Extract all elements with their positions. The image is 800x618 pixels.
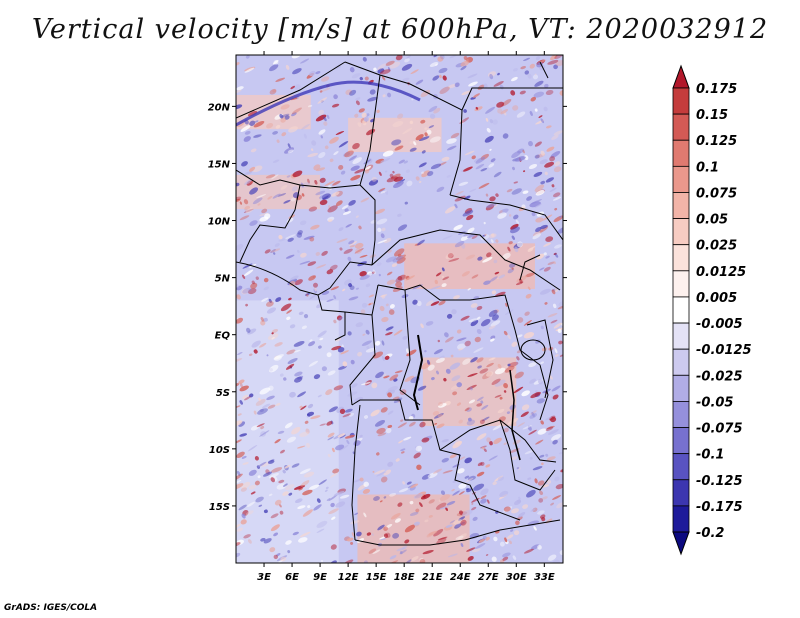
- colorbar-max-arrow: [672, 64, 690, 89]
- vertical-velocity-field: [236, 55, 563, 563]
- colorbar-segment: [672, 374, 690, 402]
- colorbar-label: 0.125: [696, 134, 737, 149]
- colorbar-segment: [672, 192, 690, 219]
- colorbar-label: -0.175: [696, 500, 743, 515]
- lat-tick-label: 5N: [215, 274, 231, 285]
- colorbar-min-arrow: [672, 531, 690, 556]
- colorbar-label: 0.025: [696, 239, 737, 254]
- chart-title: Vertical velocity [m/s] at 600hPa, VT: 2…: [31, 14, 769, 45]
- colorbar-segment: [672, 270, 690, 298]
- colorbar-segment: [672, 244, 690, 272]
- colorbar-label: 0.05: [696, 213, 728, 228]
- colorbar-label: -0.2: [696, 526, 724, 541]
- lon-tick-label: 21E: [422, 572, 443, 583]
- colorbar-label: -0.075: [696, 422, 743, 437]
- colorbar-label: 0.005: [696, 291, 737, 306]
- colorbar-segment: [672, 505, 690, 533]
- lat-tick-label: 10S: [209, 445, 230, 456]
- colorbar-label: -0.1: [696, 448, 724, 463]
- colorbar-segment: [672, 401, 690, 428]
- map-axes: 20N 15N 10N 5N EQ 5S 10S 15S 3E 6E 9E 12E 15E 18E 21E 2…: [208, 51, 567, 583]
- lon-tick-label: 3E: [257, 572, 271, 583]
- lon-tick-label: 33E: [534, 572, 555, 583]
- colorbar-label: -0.0125: [696, 343, 752, 358]
- lon-tick-label: 9E: [313, 572, 327, 583]
- lat-tick-label: EQ: [215, 331, 231, 342]
- lat-tick-label: 15N: [208, 159, 231, 170]
- colorbar-label: -0.125: [696, 474, 743, 489]
- lat-tick-label: 15S: [209, 502, 230, 513]
- colorbar-label: 0.0125: [696, 265, 746, 280]
- lon-tick-label: 6E: [285, 572, 299, 583]
- colorbar-segment: [672, 139, 690, 167]
- colorbar-label: -0.05: [696, 395, 733, 410]
- country-borders: [236, 61, 563, 546]
- colorbar-segment: [672, 427, 690, 455]
- colorbar-segment: [672, 113, 690, 141]
- colorbar-segment: [672, 218, 690, 246]
- colorbar-segment: [672, 479, 690, 507]
- lon-tick-label: 12E: [338, 572, 359, 583]
- lat-tick-label: 10N: [208, 217, 231, 228]
- lon-tick-label: 15E: [366, 572, 387, 583]
- lon-tick-label: 18E: [394, 572, 415, 583]
- colorbar-label: 0.075: [696, 186, 737, 201]
- colorbar-label: 0.15: [696, 108, 728, 123]
- lon-tick-label: 27E: [478, 572, 499, 583]
- lat-tick-label: 20N: [208, 102, 231, 113]
- colorbar-segment: [672, 165, 690, 193]
- lon-tick-label: 30E: [506, 572, 527, 583]
- colorbar-segment: [672, 348, 690, 376]
- colorbar-label: 0.1: [696, 160, 719, 175]
- colorbar-segment: [672, 296, 690, 324]
- colorbar-label: -0.005: [696, 317, 743, 332]
- colorbar-segment: [672, 322, 690, 350]
- colorbar-label: -0.025: [696, 369, 743, 384]
- lon-tick-label: 24E: [450, 572, 471, 583]
- lat-tick-label: 5S: [216, 388, 230, 399]
- colorbar-label: 0.175: [696, 82, 737, 97]
- colorbar-segment: [672, 87, 690, 115]
- grads-credit: GrADS: IGES/COLA: [4, 603, 98, 613]
- colorbar: 0.175 0.15 0.125 0.1 0.075 0.05 0.025 0.0125 0.0…: [672, 64, 752, 556]
- colorbar-segment: [672, 453, 690, 481]
- map-frame: [235, 54, 564, 564]
